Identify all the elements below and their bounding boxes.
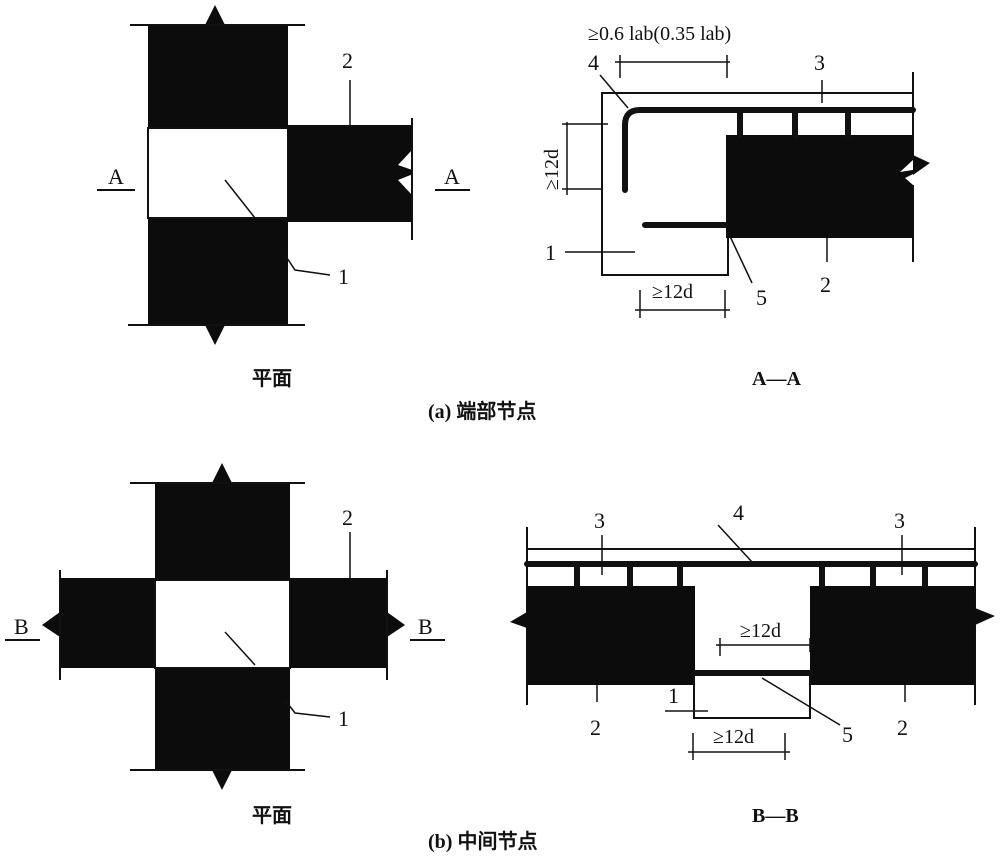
inner-dimension: ≥12d	[740, 620, 781, 642]
plan-title: 平面	[252, 368, 292, 390]
section-title: A—A	[752, 368, 801, 390]
label-1: 1	[338, 706, 349, 731]
label-3-left: 3	[594, 508, 605, 533]
label-1: 1	[545, 240, 556, 265]
vertical-dimension: ≥12d	[541, 149, 563, 190]
beam	[726, 135, 913, 238]
joint-core	[147, 127, 289, 219]
label-1: 1	[668, 683, 679, 708]
studs	[737, 107, 851, 138]
section-mark-right: B	[418, 614, 433, 639]
label-5: 5	[842, 722, 853, 747]
plan-a: 2 A A 1 平面	[97, 5, 470, 390]
plan-b: 2 B B 1 平面	[5, 463, 445, 827]
label-2-right: 2	[897, 715, 908, 740]
label-4: 4	[733, 500, 744, 525]
break-symbol	[205, 325, 225, 345]
break-symbol	[398, 150, 420, 195]
column-upper	[148, 25, 288, 128]
section-mark-left: B	[14, 614, 29, 639]
label-3-right: 3	[894, 508, 905, 533]
label-3: 3	[814, 50, 825, 75]
section-mark-right: A	[444, 164, 460, 189]
section-b-b: 3 4 3 ≥12d 1 2 2 5 ≥12d B—B	[510, 500, 995, 827]
caption-b: (b) 中间节点	[428, 829, 537, 853]
label-5: 5	[756, 285, 767, 310]
break-symbol	[205, 5, 225, 25]
bottom-dimension: ≥12d	[652, 281, 693, 303]
top-dimension: ≥0.6 lab(0.35 lab)	[588, 23, 731, 45]
top-rebar	[622, 107, 916, 193]
joint-core	[154, 579, 291, 669]
label-2: 2	[342, 48, 353, 73]
section-a-a: ≥0.6 lab(0.35 lab) 4 3 ≥12d 1 ≥12d 5 2 A…	[541, 23, 930, 390]
plan-title: 平面	[252, 805, 292, 827]
column-lower	[148, 218, 288, 325]
bottom-dimension: ≥12d	[713, 726, 754, 748]
label-1: 1	[338, 264, 349, 289]
label-2: 2	[342, 505, 353, 530]
caption-a: (a) 端部节点	[428, 399, 536, 423]
label-4: 4	[588, 50, 599, 75]
section-mark-left: A	[108, 164, 124, 189]
beam	[288, 125, 412, 222]
section-title: B—B	[752, 805, 799, 827]
label-2-left: 2	[590, 715, 601, 740]
label-2: 2	[820, 272, 831, 297]
studs	[574, 561, 928, 589]
